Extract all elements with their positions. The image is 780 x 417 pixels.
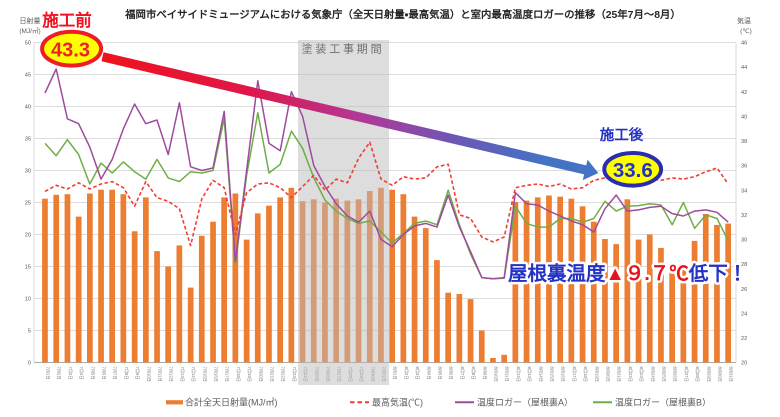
svg-text:28: 28 <box>741 262 747 268</box>
svg-text:35: 35 <box>25 137 31 143</box>
svg-text:32: 32 <box>741 213 747 219</box>
svg-text:8月21日: 8月21日 <box>616 367 622 382</box>
svg-text:屋根裏温度▲９.７℃低下！: 屋根裏温度▲９.７℃低下！ <box>508 262 747 285</box>
svg-text:7月2日: 7月2日 <box>56 367 62 380</box>
svg-text:7月1日: 7月1日 <box>45 367 51 380</box>
svg-text:施工後: 施工後 <box>600 126 644 144</box>
svg-text:8月9日: 8月9日 <box>481 367 487 380</box>
svg-text:7月17日: 7月17日 <box>224 367 230 382</box>
svg-text:7月9日: 7月9日 <box>134 367 140 380</box>
svg-text:42: 42 <box>741 90 747 96</box>
svg-text:7月6日: 7月6日 <box>101 367 107 380</box>
svg-text:7月19日: 7月19日 <box>246 367 252 382</box>
svg-text:8月16日: 8月16日 <box>560 367 566 382</box>
svg-text:34: 34 <box>741 188 747 194</box>
svg-text:20: 20 <box>741 361 747 367</box>
svg-text:8月20日: 8月20日 <box>605 367 611 382</box>
svg-text:5: 5 <box>28 329 31 335</box>
svg-text:8月29日: 8月29日 <box>705 367 711 382</box>
svg-text:7月21日: 7月21日 <box>269 367 275 382</box>
svg-text:気温: 気温 <box>737 16 751 25</box>
svg-text:25: 25 <box>25 201 31 207</box>
svg-text:8月28日: 8月28日 <box>694 367 700 382</box>
svg-text:(MJ/㎡): (MJ/㎡) <box>19 26 40 35</box>
svg-text:36: 36 <box>741 164 747 170</box>
svg-text:8月14日: 8月14日 <box>537 367 543 382</box>
svg-text:40: 40 <box>25 105 31 111</box>
svg-text:7月13日: 7月13日 <box>179 367 185 382</box>
svg-text:8月30日: 8月30日 <box>717 367 723 382</box>
svg-text:30: 30 <box>25 169 31 175</box>
svg-text:8月7日: 8月7日 <box>459 367 465 380</box>
svg-text:22: 22 <box>741 336 747 342</box>
svg-text:8月3日: 8月3日 <box>414 367 420 380</box>
svg-text:7月16日: 7月16日 <box>213 367 219 382</box>
svg-text:8月22日: 8月22日 <box>627 367 633 382</box>
svg-text:15: 15 <box>25 265 31 271</box>
svg-text:日射量: 日射量 <box>20 16 41 25</box>
svg-text:7月18日: 7月18日 <box>235 367 241 382</box>
svg-text:7月5日: 7月5日 <box>89 367 95 380</box>
svg-text:38: 38 <box>741 139 747 145</box>
svg-text:44: 44 <box>741 65 747 71</box>
svg-text:8月5日: 8月5日 <box>437 367 443 380</box>
svg-text:45: 45 <box>25 73 31 79</box>
svg-text:30: 30 <box>741 238 747 244</box>
svg-text:合計全天日射量(MJ/㎡): 合計全天日射量(MJ/㎡) <box>185 396 278 407</box>
svg-text:8月13日: 8月13日 <box>526 367 532 382</box>
svg-text:8月12日: 8月12日 <box>515 367 521 382</box>
svg-text:7月15日: 7月15日 <box>201 367 207 382</box>
svg-text:7月22日: 7月22日 <box>280 367 286 382</box>
svg-text:8月10日: 8月10日 <box>493 367 499 382</box>
svg-text:最高気温(℃): 最高気温(℃) <box>372 396 423 407</box>
svg-text:塗装工事期間: 塗装工事期間 <box>302 43 385 56</box>
svg-text:8月6日: 8月6日 <box>448 367 454 380</box>
svg-text:7月23日: 7月23日 <box>291 367 297 382</box>
svg-text:43.3: 43.3 <box>51 40 90 62</box>
svg-text:8月4日: 8月4日 <box>425 367 431 380</box>
svg-text:8月27日: 8月27日 <box>683 367 689 382</box>
svg-text:8月2日: 8月2日 <box>403 367 409 380</box>
svg-text:8月23日: 8月23日 <box>638 367 644 382</box>
svg-text:26: 26 <box>741 287 747 293</box>
svg-text:10: 10 <box>25 297 31 303</box>
svg-text:33.6: 33.6 <box>613 159 653 182</box>
svg-text:8月18日: 8月18日 <box>582 367 588 382</box>
svg-text:7月4日: 7月4日 <box>78 367 84 380</box>
svg-text:8月24日: 8月24日 <box>649 367 655 382</box>
svg-text:温度ロガー（屋根裏A）: 温度ロガー（屋根裏A） <box>477 396 573 407</box>
svg-text:(℃): (℃) <box>740 28 752 35</box>
svg-text:7月11日: 7月11日 <box>157 367 163 382</box>
svg-text:7月3日: 7月3日 <box>67 367 73 380</box>
svg-text:24: 24 <box>741 311 747 317</box>
svg-text:8月19日: 8月19日 <box>593 367 599 382</box>
svg-text:8月17日: 8月17日 <box>571 367 577 382</box>
svg-text:7月14日: 7月14日 <box>190 367 196 382</box>
svg-text:40: 40 <box>741 114 747 120</box>
svg-text:8月1日: 8月1日 <box>392 367 398 380</box>
svg-text:温度ロガー（屋根裏B）: 温度ロガー（屋根裏B） <box>615 396 711 407</box>
svg-text:8月31日: 8月31日 <box>728 367 734 382</box>
svg-text:0: 0 <box>28 361 31 367</box>
svg-text:8月15日: 8月15日 <box>549 367 555 382</box>
svg-text:8月25日: 8月25日 <box>661 367 667 382</box>
svg-text:46: 46 <box>741 41 747 47</box>
svg-text:7月7日: 7月7日 <box>112 367 118 380</box>
svg-text:20: 20 <box>25 233 31 239</box>
svg-text:施工前: 施工前 <box>42 10 92 30</box>
svg-text:7月8日: 7月8日 <box>123 367 129 380</box>
svg-text:7月10日: 7月10日 <box>145 367 151 382</box>
svg-text:50: 50 <box>25 41 31 47</box>
svg-text:8月26日: 8月26日 <box>672 367 678 382</box>
svg-text:7月12日: 7月12日 <box>168 367 174 382</box>
svg-text:8月11日: 8月11日 <box>504 367 510 382</box>
svg-text:福岡市ベイサイドミュージアムにおける気象庁（全天日射量・最高: 福岡市ベイサイドミュージアムにおける気象庁（全天日射量・最高気温）と室内最高温度… <box>124 8 681 21</box>
svg-text:8月8日: 8月8日 <box>470 367 476 380</box>
svg-text:7月20日: 7月20日 <box>257 367 263 382</box>
